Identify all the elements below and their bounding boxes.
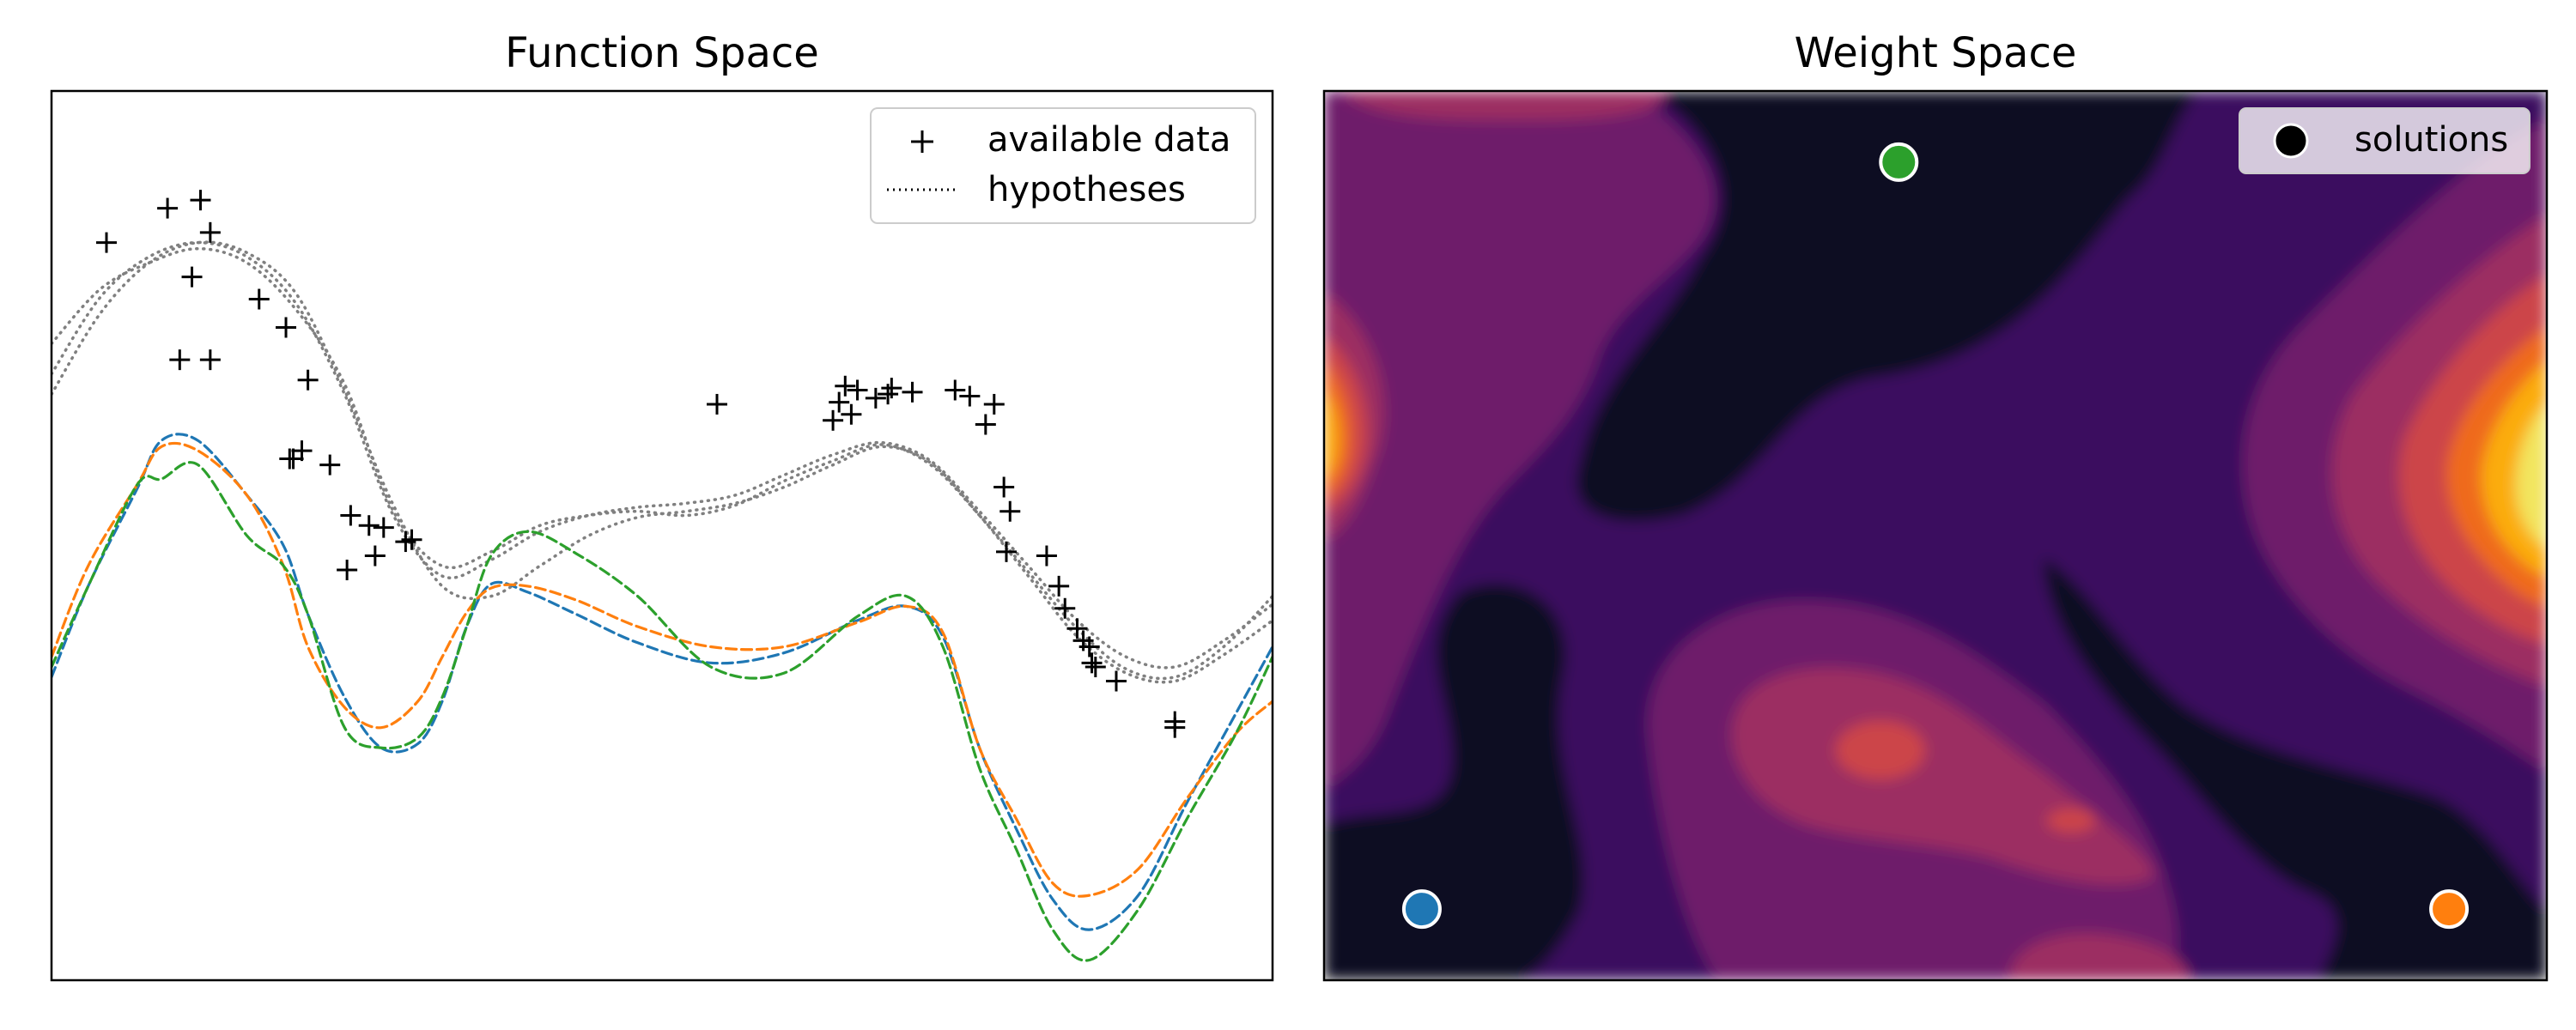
weight-space-legend: solutions [2239,107,2530,174]
data-point-marker [902,381,923,403]
function-space-plot-area [52,91,1273,980]
data-point-marker [401,529,422,550]
legend-box [2239,107,2530,174]
contour-level-0 [2044,558,2547,980]
hypothesis-curve [52,240,1273,670]
data-point-marker [823,409,844,431]
data-point-marker [169,349,191,371]
solution-curve [52,461,1273,962]
legend-label-solutions: solutions [2354,120,2508,160]
weight-space-frame [1322,89,2549,982]
data-point-marker [1072,630,1094,651]
data-point-marker [279,448,301,470]
contour-level-3 [1731,668,2155,885]
contour-level-4 [2047,809,2095,833]
data-point-marker [959,385,981,407]
data-point-marker [975,414,996,435]
data-point-marker [706,393,727,415]
data-point-marker [190,190,211,211]
data-point-marker [276,317,297,338]
weight-space-heatmap [1324,91,2547,980]
data-point-marker [1081,652,1103,674]
data-point-marker [297,369,319,391]
data-point-marker [1164,717,1186,738]
contour-level-0 [1577,91,2198,522]
data-point-marker [993,476,1015,498]
data-point-marker [181,266,203,288]
solution-marker [2429,889,2470,930]
data-point-marker [199,349,221,371]
data-point-marker [999,500,1021,522]
legend-marker-circle [2273,123,2309,159]
contour-level-3 [2009,933,2190,980]
contour-level-0 [1324,584,1584,980]
data-point-marker [829,391,850,413]
data-point-marker [835,375,856,397]
contour-level-7 [2516,403,2547,549]
data-point-marker [358,515,380,536]
data-point-marker [248,288,270,310]
data-point-marker [95,232,117,253]
data-point-marker [340,505,361,526]
data-point-marker [1036,545,1057,566]
data-point-marker [1084,657,1106,678]
contour-level-3 [1340,91,1666,120]
contour-level-4 [1836,721,1925,779]
available-data-group [95,190,1186,738]
function-space-frame [50,89,1274,982]
data-point-marker [865,387,886,409]
data-point-marker [1105,670,1127,692]
hypotheses-group [52,240,1273,684]
data-point-marker [1066,618,1088,639]
solution-marker [1401,889,1442,930]
data-point-marker [157,197,179,219]
solution-curve [52,441,1273,898]
data-point-marker [1048,575,1070,597]
solution-marker [1879,142,1919,182]
data-point-marker [1054,597,1076,619]
data-point-marker [996,541,1018,562]
weight-space-title: Weight Space [1795,29,2077,77]
weight-space-panel: Weight Space [1322,29,2549,982]
data-point-marker [337,560,358,581]
function-space-legend: available data hypotheses [870,107,1256,224]
legend-label-available-data: available data [987,120,1230,160]
data-point-marker [881,378,902,399]
legend-marker-plus [911,130,933,153]
data-point-marker [291,440,313,462]
function-space-panel: Function Space available data hypotheses [50,29,1274,982]
data-point-marker [364,545,386,566]
data-point-marker [841,403,862,425]
data-point-marker [847,379,868,401]
solution-curves-group [52,433,1273,962]
contour-level-2 [1324,91,1714,790]
data-point-marker [373,517,394,538]
contour-level-6 [1324,391,1339,479]
legend-label-hypotheses: hypotheses [987,170,1186,209]
solutions-group [1401,142,2470,930]
data-point-marker [199,221,221,243]
data-point-marker [983,393,1005,415]
data-point-marker [319,454,341,476]
data-point-marker [945,379,966,401]
function-space-title: Function Space [505,29,819,77]
legend-box [870,107,1256,224]
hypothesis-curve [52,246,1273,681]
